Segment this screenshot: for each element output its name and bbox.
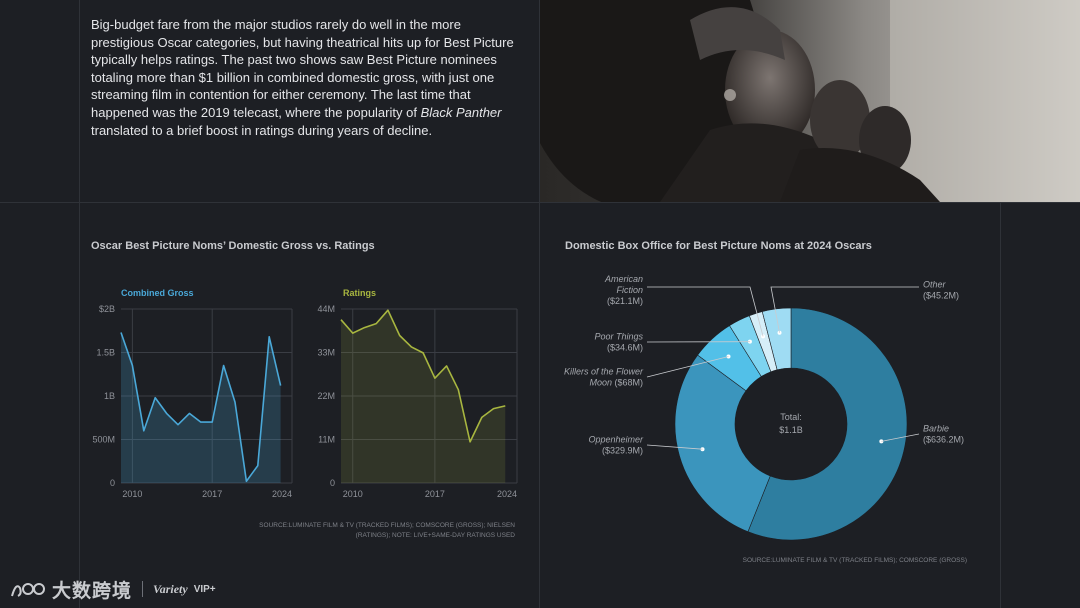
donut-slice-label: Poor Things	[594, 332, 643, 342]
brand-logo-icon	[11, 583, 45, 597]
donut-slice-label: ($45.2M)	[923, 291, 959, 301]
divider-top	[0, 202, 1080, 203]
divider-left	[79, 0, 80, 608]
donut-slice-label: ($329.9M)	[602, 446, 643, 456]
donut-slice-label: ($21.1M)	[607, 296, 643, 306]
ratings-y-tick: 33M	[317, 348, 335, 358]
donut-slice-label: Oppenheimer	[588, 435, 644, 445]
donut-leader-line	[646, 444, 703, 450]
donut-chart: Total:$1.1B Barbie($636.2M)Oppenheimer($3…	[564, 274, 964, 541]
gross-area	[121, 332, 281, 483]
ratings-y-tick: 22M	[317, 391, 335, 401]
donut-slice-barbie	[747, 307, 908, 541]
left-source-line-2: (RATINGS); NOTE: LIVE+SAME-DAY RATINGS U…	[355, 532, 515, 539]
ratings-y-tick: 11M	[318, 435, 335, 445]
ratings-y-tick: 44M	[317, 304, 335, 314]
ratings-chart: 0 11M 22M 33M 44M 2010 2017 2024	[317, 304, 518, 499]
intro-text-before: Big-budget fare from the major studios r…	[91, 17, 514, 120]
divider-center	[539, 0, 540, 608]
donut-total-value: $1.1B	[779, 425, 803, 435]
footer-logo: 大数跨境 Variety VIP+	[10, 574, 216, 604]
gross-y-tick: 500M	[92, 435, 115, 445]
donut-label-dot	[700, 447, 705, 452]
right-panel-source: SOURCE:LUMINATE FILM & TV (TRACKED FILMS…	[742, 557, 967, 564]
donut-label-dot	[747, 339, 752, 344]
donut-slice-label: Fiction	[616, 285, 643, 295]
gross-chart: 0 500M 1B 1.5B $2B 2010 2017 2024	[92, 304, 293, 499]
donut-label-dot	[761, 334, 766, 339]
gross-x-tick: 2010	[122, 489, 142, 499]
footer-brand-text: 大数跨境	[52, 580, 133, 602]
footer-separator	[142, 581, 144, 597]
ratings-area	[341, 310, 506, 483]
ratings-x-tick: 2024	[497, 489, 517, 499]
variety-logo: Variety	[153, 581, 188, 596]
gross-y-tick: $2B	[99, 304, 115, 314]
donut-label-dot	[777, 330, 782, 335]
ratings-y-tick: 0	[330, 478, 335, 488]
donut-total-label: Total:	[780, 412, 802, 422]
donut-leader-line	[646, 356, 729, 378]
ratings-x-tick: 2010	[343, 489, 363, 499]
right-panel-title: Domestic Box Office for Best Picture Nom…	[565, 240, 872, 252]
donut-slice-other	[761, 307, 792, 371]
left-panel-source: SOURCE:LUMINATE FILM & TV (TRACKED FILMS…	[220, 521, 515, 541]
left-source-line-1: SOURCE:LUMINATE FILM & TV (TRACKED FILMS…	[259, 522, 515, 529]
donut-slice-label: ($636.2M)	[923, 435, 964, 445]
ratings-x-tick: 2017	[425, 489, 445, 499]
vip-badge: VIP+	[193, 583, 216, 595]
donut-slice-label: Killers of the Flower	[564, 367, 644, 377]
gross-y-tick: 1.5B	[96, 348, 115, 358]
intro-text-after: translated to a brief boost in ratings d…	[91, 122, 433, 138]
donut-leader-line	[647, 286, 764, 337]
donut-leader-line	[881, 433, 920, 442]
donut-label-dot	[879, 439, 884, 444]
donut-slice-label: ($34.6M)	[607, 343, 643, 353]
intro-film-title: Black Panther	[420, 104, 502, 120]
gross-y-tick: 0	[110, 478, 115, 488]
gross-x-tick: 2024	[272, 489, 292, 499]
donut-slice-label: Barbie	[923, 424, 949, 434]
gross-y-tick: 1B	[104, 391, 115, 401]
ratings-chart-label: Ratings	[343, 288, 377, 298]
donut-slice-label: Moon ($68M)	[589, 378, 643, 388]
gross-x-tick: 2017	[202, 489, 222, 499]
donut-slice-oppenheimer	[674, 354, 771, 533]
gross-chart-label: Combined Gross	[121, 288, 194, 298]
donut-slice-label: Other	[923, 280, 947, 290]
donut-slice-label: American	[604, 274, 643, 284]
left-panel-title: Oscar Best Picture Noms’ Domestic Gross …	[91, 240, 375, 252]
intro-paragraph: Big-budget fare from the major studios r…	[91, 16, 521, 139]
divider-right	[1000, 202, 1001, 608]
donut-leader-line	[770, 286, 919, 333]
hero-photo	[540, 0, 1080, 202]
